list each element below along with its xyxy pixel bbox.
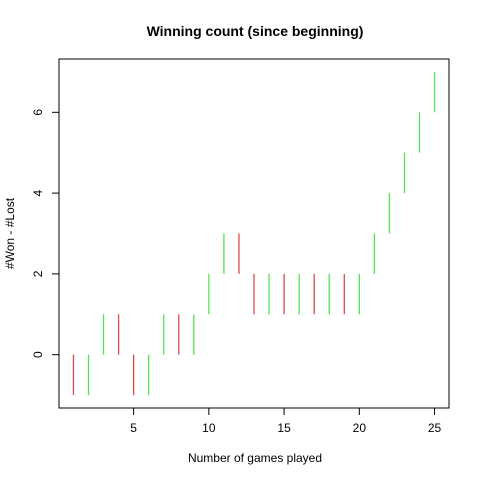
y-tick-label: 0 — [31, 351, 45, 358]
y-axis: 0 2 4 6 — [31, 109, 60, 358]
x-axis: 5 10 15 20 25 — [130, 407, 442, 435]
x-axis-label: Number of games played — [188, 451, 322, 465]
bars-group — [72, 71, 436, 396]
x-tick-label: 10 — [202, 421, 216, 435]
y-axis-label: #Won - #Lost — [3, 197, 17, 269]
x-tick-label: 5 — [130, 421, 137, 435]
y-tick-label: 4 — [31, 189, 45, 196]
chart-title: Winning count (since beginning) — [147, 23, 364, 39]
x-tick-label: 20 — [353, 421, 367, 435]
y-tick-label: 2 — [31, 270, 45, 277]
plot-frame — [58, 58, 450, 409]
y-tick-label: 6 — [31, 109, 45, 116]
x-tick-label: 15 — [277, 421, 291, 435]
x-tick-label: 25 — [428, 421, 442, 435]
